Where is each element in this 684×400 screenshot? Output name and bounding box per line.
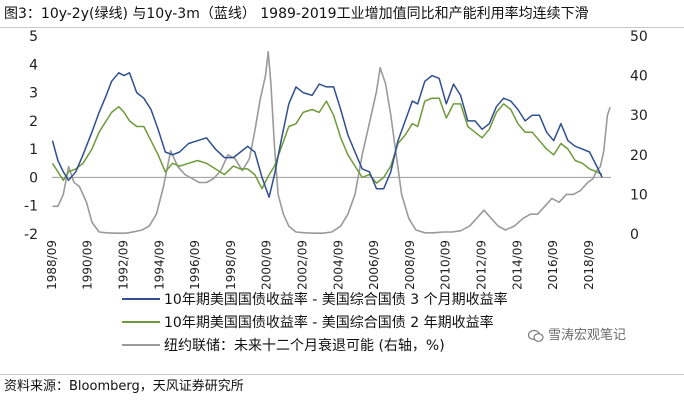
legend-label: 纽约联储：未来十二个月衰退可能 (右轴，%) xyxy=(164,337,445,354)
legend-label: 10年期美国国债收益率 - 美国综合国债 3 个月期收益率 xyxy=(164,291,508,308)
left-axis-tick-label: 0 xyxy=(29,170,38,186)
source-note: 资料来源：Bloomberg，天风证券研究所 xyxy=(4,379,244,394)
x-axis-tick-label: 2000/09 xyxy=(260,240,274,290)
x-axis-tick-label: 2006/09 xyxy=(367,240,381,290)
left-axis-tick-label: -2 xyxy=(24,227,38,243)
left-axis-tick-label: 3 xyxy=(29,86,38,102)
x-axis-tick-label: 1990/09 xyxy=(81,240,95,290)
watermark-text: 雪涛宏观笔记 xyxy=(548,328,627,343)
right-axis-tick-label: 10 xyxy=(630,187,648,203)
series-line-10y-3m xyxy=(51,72,603,198)
x-axis-tick-label: 1992/09 xyxy=(117,240,131,290)
left-axis: -2 -1 0 1 2 3 4 5 xyxy=(24,29,38,243)
legend-label: 10年期美国国债收益率 - 美国综合国债 2 年期收益率 xyxy=(164,314,494,331)
watermark: 雪涛宏观笔记 xyxy=(528,325,626,347)
x-axis-tick-label: 1994/09 xyxy=(152,240,166,290)
right-axis-tick-label: 0 xyxy=(630,227,639,243)
right-axis-tick-label: 30 xyxy=(630,108,648,124)
chart: -2 -1 0 1 2 3 4 5 0 10 20 30 40 50 1988/09 1990/09 199… xyxy=(24,29,648,354)
x-axis-tick-label: 2010/09 xyxy=(439,240,453,290)
right-axis: 0 10 20 30 40 50 xyxy=(630,29,648,243)
title-divider xyxy=(0,27,684,28)
x-axis-tick-label: 1998/09 xyxy=(224,240,238,290)
chart-title: 图3：10y-2y(绿线) 与10y-3m（蓝线） 1989-2019工业增加值… xyxy=(4,6,589,22)
footer-divider xyxy=(0,374,684,375)
left-axis-tick-label: 2 xyxy=(29,114,38,130)
x-axis-tick-label: 2016/09 xyxy=(546,240,560,290)
x-axis: 1988/09 1990/09 1992/09 1994/09 1996/09 1998/… xyxy=(45,240,596,290)
legend: 10年期美国国债收益率 - 美国综合国债 3 个月期收益率 10年期美国国债收益率… xyxy=(122,291,508,354)
x-axis-tick-label: 2008/09 xyxy=(403,240,417,290)
x-axis-tick-label: 2004/09 xyxy=(331,240,345,290)
x-axis-tick-label: 1988/09 xyxy=(45,240,59,290)
right-axis-tick-label: 20 xyxy=(630,148,648,164)
series-line-recession-probability xyxy=(52,50,611,234)
x-axis-tick-label: 2012/09 xyxy=(475,240,489,290)
left-axis-tick-label: 5 xyxy=(29,29,38,45)
right-axis-tick-label: 50 xyxy=(630,29,648,45)
left-axis-tick-label: 4 xyxy=(29,57,38,73)
left-axis-tick-label: -1 xyxy=(24,199,38,215)
x-axis-tick-label: 1996/09 xyxy=(188,240,202,290)
x-axis-tick-label: 2014/09 xyxy=(510,240,524,290)
x-axis-tick-label: 2002/09 xyxy=(296,240,310,290)
x-axis-tick-label: 2018/09 xyxy=(582,240,596,290)
plot-area xyxy=(51,50,611,234)
series-line-10y-2y xyxy=(51,97,603,190)
left-axis-tick-label: 1 xyxy=(29,142,38,158)
wechat-icon xyxy=(528,329,544,342)
right-axis-tick-label: 40 xyxy=(630,69,648,85)
